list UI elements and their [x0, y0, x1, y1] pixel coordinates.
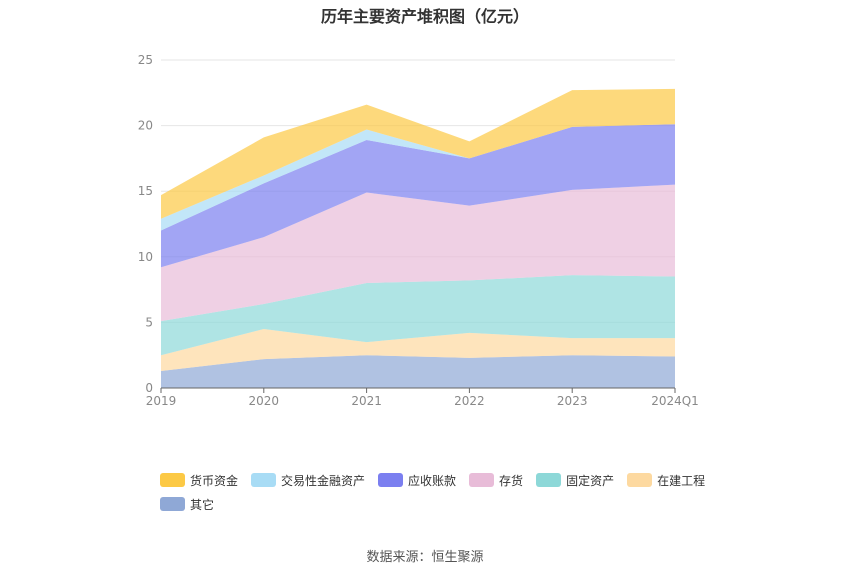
legend-item[interactable]: 固定资产 [536, 472, 614, 488]
area-0 [161, 355, 675, 388]
legend-label: 固定资产 [566, 473, 615, 488]
legend-label: 交易性金融资产 [281, 473, 366, 488]
legend-item[interactable]: 交易性金融资产 [251, 472, 365, 488]
x-tick-label: 2019 [146, 394, 177, 408]
y-tick-label: 15 [138, 184, 153, 198]
legend-swatch [378, 473, 404, 487]
legend-label: 其它 [190, 497, 215, 512]
x-tick-label: 2021 [351, 394, 382, 408]
area-5 [161, 124, 675, 231]
chart-title: 历年主要资产堆积图（亿元） [320, 7, 529, 26]
x-tick-label: 2022 [454, 394, 485, 408]
legend-item[interactable]: 在建工程 [627, 472, 705, 488]
data-source: 数据来源：恒生聚源 [366, 550, 484, 565]
area-1 [161, 328, 675, 371]
y-tick-label: 20 [138, 119, 153, 133]
y-tick-label: 25 [138, 53, 153, 67]
legend-item[interactable]: 其它 [160, 496, 214, 512]
x-tick-label: 2020 [249, 394, 280, 408]
y-tick-label: 5 [145, 315, 153, 329]
axes: 0 5 10 15 20 25 2019 2020 2021 2022 2023 2024Q1 [138, 53, 699, 408]
area-3 [161, 184, 675, 322]
y-tick-label: 0 [145, 381, 153, 395]
legend-item[interactable]: 货币资金 [160, 472, 238, 488]
legend-label: 在建工程 [657, 473, 706, 488]
legend-swatch [627, 473, 653, 487]
legend-label: 应收账款 [408, 473, 457, 488]
legend-item[interactable]: 应收账款 [378, 472, 456, 488]
legend-item[interactable]: 存货 [469, 472, 523, 488]
area-4 [161, 124, 675, 268]
legend-swatch [536, 473, 562, 487]
x-tick-label: 2024Q1 [651, 394, 699, 408]
x-tick-label: 2023 [557, 394, 588, 408]
chart-plot: 0 5 10 15 20 25 2019 2020 2021 2022 2023 2024Q1 [138, 53, 699, 408]
area-series [161, 88, 675, 388]
area-2 [161, 275, 675, 356]
y-tick-label: 10 [138, 250, 153, 264]
legend-swatch [160, 497, 185, 511]
legend-label: 货币资金 [190, 473, 239, 488]
legend-swatch [160, 473, 185, 487]
legend-swatch [251, 473, 277, 487]
area-6 [161, 88, 675, 219]
legend-swatch [469, 473, 495, 487]
legend: 货币资金 交易性金融资产 应收账款 存货 固定资产 在建工程其它 [160, 472, 720, 520]
legend-label: 存货 [499, 473, 524, 488]
